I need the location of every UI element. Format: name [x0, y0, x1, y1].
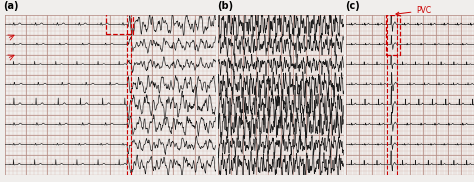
Bar [386, 15, 400, 55]
Text: PVC: PVC [396, 6, 431, 15]
Text: (b): (b) [217, 1, 233, 11]
Text: (c): (c) [345, 1, 359, 11]
Bar [106, 0, 133, 33]
Text: (a): (a) [3, 1, 18, 11]
Text: Triggering PVC: Triggering PVC [0, 181, 1, 182]
